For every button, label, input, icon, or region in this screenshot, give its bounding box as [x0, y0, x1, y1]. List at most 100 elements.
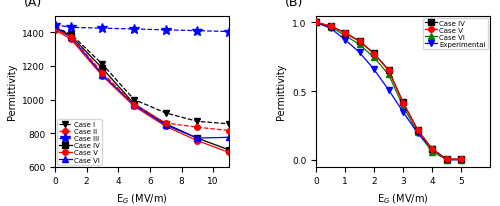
Case III	[194, 30, 200, 33]
Case VI	[100, 74, 105, 77]
Case V	[414, 129, 420, 131]
Case V	[68, 39, 74, 41]
Case II	[100, 72, 105, 75]
Case V	[444, 158, 450, 161]
Experimental	[400, 111, 406, 114]
Case V	[400, 102, 406, 104]
Case V	[100, 75, 105, 78]
Case IV	[162, 123, 168, 125]
Case IV	[429, 148, 435, 150]
Case II	[194, 126, 200, 129]
Line: Case III: Case III	[50, 21, 234, 37]
Case I	[131, 99, 137, 101]
Case V	[458, 158, 464, 161]
Line: Case V: Case V	[52, 28, 232, 155]
Experimental	[458, 159, 464, 161]
Case IV	[226, 149, 232, 151]
Case IV	[131, 103, 137, 105]
Case IV	[400, 101, 406, 104]
Y-axis label: Permittivity: Permittivity	[6, 64, 16, 120]
Case VI	[194, 137, 200, 140]
Case I	[52, 27, 58, 29]
Case IV	[68, 35, 74, 38]
Experimental	[386, 89, 392, 91]
Case III	[68, 27, 74, 29]
Case IV	[458, 158, 464, 161]
Case VI	[226, 136, 232, 139]
Line: Case I: Case I	[52, 25, 232, 127]
Case V	[342, 33, 348, 35]
Case V	[356, 41, 362, 43]
Legend: Case I, Case II, Case III, Case IV, Case V, Case VI: Case I, Case II, Case III, Case IV, Case…	[57, 120, 102, 165]
Experimental	[313, 22, 319, 25]
Case V	[328, 26, 334, 28]
Case II	[68, 36, 74, 39]
Case V	[313, 22, 319, 25]
Case III	[226, 31, 232, 34]
Case V	[162, 125, 168, 128]
Case V	[429, 148, 435, 151]
Case VI	[458, 158, 464, 161]
X-axis label: E$_G$ (MV/m): E$_G$ (MV/m)	[377, 191, 429, 205]
Case VI	[400, 105, 406, 108]
Case VI	[328, 26, 334, 29]
Case IV	[414, 129, 420, 131]
Case IV	[386, 69, 392, 72]
Legend: Case IV, Case V, Case VI, Experimental: Case IV, Case V, Case VI, Experimental	[422, 19, 488, 50]
X-axis label: E$_G$ (MV/m): E$_G$ (MV/m)	[116, 191, 168, 205]
Case I	[162, 112, 168, 115]
Case VI	[356, 44, 362, 46]
Line: Case IV: Case IV	[313, 21, 464, 162]
Experimental	[342, 39, 348, 42]
Case I	[68, 34, 74, 36]
Case V	[371, 53, 377, 56]
Line: Case II: Case II	[52, 27, 232, 134]
Experimental	[328, 28, 334, 30]
Case VI	[313, 22, 319, 25]
Line: Experimental: Experimental	[313, 21, 464, 163]
Experimental	[429, 148, 435, 150]
Case VI	[444, 158, 450, 161]
Case II	[162, 122, 168, 125]
Line: Case V: Case V	[313, 21, 464, 162]
Case III	[162, 29, 168, 32]
Text: (A): (A)	[24, 0, 42, 9]
Case VI	[68, 37, 74, 39]
Case IV	[371, 53, 377, 55]
Case III	[131, 29, 137, 31]
Case IV	[194, 137, 200, 140]
Case IV	[356, 41, 362, 43]
Case II	[131, 104, 137, 106]
Case V	[226, 151, 232, 154]
Line: Case VI: Case VI	[52, 26, 232, 141]
Experimental	[356, 52, 362, 54]
Line: Case IV: Case IV	[52, 25, 232, 153]
Text: (B): (B)	[284, 0, 303, 9]
Experimental	[444, 159, 450, 161]
Case IV	[313, 22, 319, 25]
Case I	[100, 64, 105, 66]
Experimental	[371, 69, 377, 71]
Experimental	[414, 132, 420, 135]
Case VI	[414, 131, 420, 134]
Case V	[131, 105, 137, 108]
Case III	[52, 25, 58, 27]
Y-axis label: Permittivity: Permittivity	[276, 64, 286, 120]
Case IV	[328, 26, 334, 28]
Case V	[386, 70, 392, 72]
Case IV	[444, 158, 450, 161]
Case I	[226, 123, 232, 125]
Case III	[100, 28, 105, 30]
Case IV	[342, 32, 348, 35]
Case IV	[52, 27, 58, 29]
Case VI	[371, 57, 377, 59]
Case I	[194, 121, 200, 123]
Case VI	[52, 28, 58, 30]
Case V	[194, 140, 200, 142]
Case VI	[162, 124, 168, 127]
Case IV	[100, 68, 105, 70]
Case II	[52, 29, 58, 31]
Line: Case VI: Case VI	[313, 21, 464, 163]
Case VI	[342, 35, 348, 37]
Case V	[52, 29, 58, 32]
